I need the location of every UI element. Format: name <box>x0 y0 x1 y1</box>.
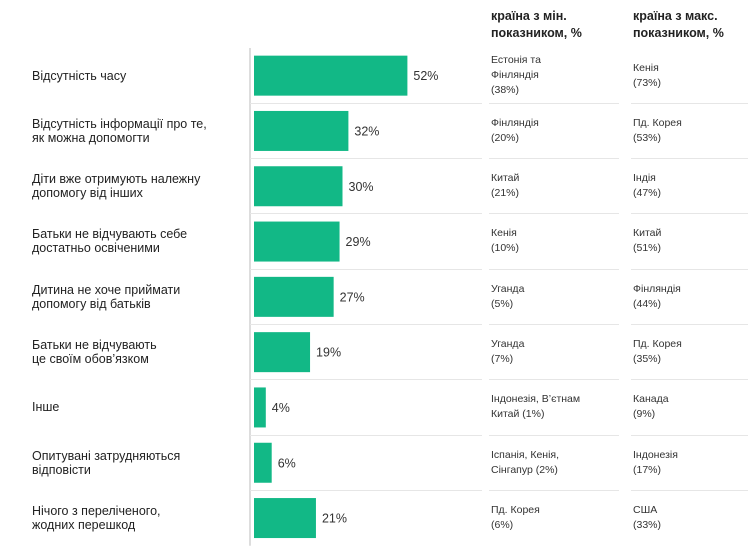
bar-value-label: 32% <box>354 124 379 138</box>
bar <box>254 166 343 207</box>
row-separator <box>631 324 748 325</box>
row-separator <box>631 268 748 270</box>
row-separator <box>489 102 619 104</box>
category-label: Дитина не хоче приймати допомогу від бат… <box>32 282 181 311</box>
table-row: Батьки не відчувають себе достатньо осві… <box>0 214 750 269</box>
min-country-cell: Індонезія, В’єтнам Китай (1%) <box>491 393 581 421</box>
category-label: Відсутність інформації про те, як можна … <box>32 116 207 145</box>
row-separator <box>250 213 482 215</box>
category-label: Опитувані затрудняються відповісти <box>32 448 181 477</box>
category-label: Інше <box>32 400 60 415</box>
min-country-cell: Іспанія, Кенія, Сінгапур (2%) <box>491 448 560 476</box>
row-separator <box>631 102 748 104</box>
bar-value-label: 30% <box>349 180 374 194</box>
max-country-cell: Індія (47%) <box>633 172 662 200</box>
table-row: Діти вже отримують належну допомогу від … <box>0 159 750 214</box>
category-label: Батьки не відчувають себе достатньо осві… <box>32 227 188 256</box>
bar-value-label: 29% <box>346 235 371 249</box>
row-separator <box>631 489 748 491</box>
table-row: Дитина не хоче приймати допомогу від бат… <box>0 269 750 324</box>
category-label: Діти вже отримують належну допомогу від … <box>32 172 201 201</box>
max-country-cell: Фінляндія (44%) <box>633 282 681 310</box>
bar-value-label: 4% <box>272 401 290 415</box>
min-country-cell: Кенія (10%) <box>491 227 520 255</box>
table-row: Нічого з переліченого, жодних перешкод Пд… <box>0 490 750 545</box>
bar-value-label: 6% <box>278 456 296 470</box>
row-separator <box>489 158 619 160</box>
max-country-cell: Кенія (73%) <box>633 61 662 89</box>
bar-value-label: 52% <box>413 69 438 83</box>
max-country-cell: Індонезія (17%) <box>633 448 678 476</box>
bar <box>254 387 266 428</box>
min-country-cell: Фінляндія (20%) <box>491 116 539 144</box>
min-country-cell: Пд. Корея (6%) <box>491 503 540 531</box>
row-separator <box>631 379 748 381</box>
row-separator <box>631 213 748 215</box>
bar <box>254 276 334 317</box>
table-row: Відсутність часу Естонія та Фінляндія (38… <box>0 48 750 103</box>
min-country-cell: Естонія та Фінляндія (38%) <box>491 54 541 96</box>
row-separator <box>250 379 482 381</box>
row-separator <box>489 324 619 325</box>
row-separator <box>489 268 619 270</box>
row-separator <box>489 213 619 215</box>
row-separator <box>489 489 619 491</box>
table-row: Опитувані затрудняються відповісти Іспані… <box>0 435 750 490</box>
max-country-cell: Канада (9%) <box>633 393 669 421</box>
header-min-country: країна з мін. показником, % <box>491 9 582 40</box>
row-separator <box>489 434 619 436</box>
max-country-cell: Пд. Корея (35%) <box>633 338 682 365</box>
table-row: Відсутність інформації про те, як можна … <box>0 103 750 158</box>
row-separator <box>250 268 482 270</box>
table-row: Інше Індонезія, В’єтнам Китай (1%) Канада … <box>0 380 750 435</box>
bar <box>254 221 340 262</box>
row-separator <box>489 379 619 381</box>
row-separator <box>250 158 482 160</box>
category-label: Батьки не відчувають це своїм обов’язком <box>32 338 157 366</box>
min-country-cell: Уганда (7%) <box>491 338 525 365</box>
max-country-cell: Пд. Корея (53%) <box>633 116 682 144</box>
row-separator <box>250 324 482 325</box>
bar-value-label: 21% <box>322 512 347 526</box>
bar-value-label: 27% <box>340 290 365 304</box>
min-country-cell: Китай (21%) <box>491 172 520 200</box>
bar <box>254 110 349 151</box>
bar <box>254 442 272 483</box>
min-country-cell: Уганда (5%) <box>491 282 525 310</box>
max-country-cell: США (33%) <box>633 503 662 531</box>
bar <box>254 498 316 539</box>
max-country-cell: Китай (51%) <box>633 227 662 255</box>
header-max-country: країна з макс. показником, % <box>633 9 724 40</box>
table-row: Батьки не відчувають це своїм обов’язком… <box>0 325 750 380</box>
category-label: Нічого з переліченого, жодних перешкод <box>32 503 161 532</box>
row-separator <box>250 434 482 436</box>
row-separator <box>631 158 748 160</box>
row-separator <box>250 102 482 104</box>
row-separator <box>631 434 748 436</box>
bar-value-label: 19% <box>316 346 341 360</box>
category-label: Відсутність часу <box>32 68 127 83</box>
bar <box>254 332 311 373</box>
row-separator <box>250 489 482 491</box>
bar <box>254 55 408 96</box>
